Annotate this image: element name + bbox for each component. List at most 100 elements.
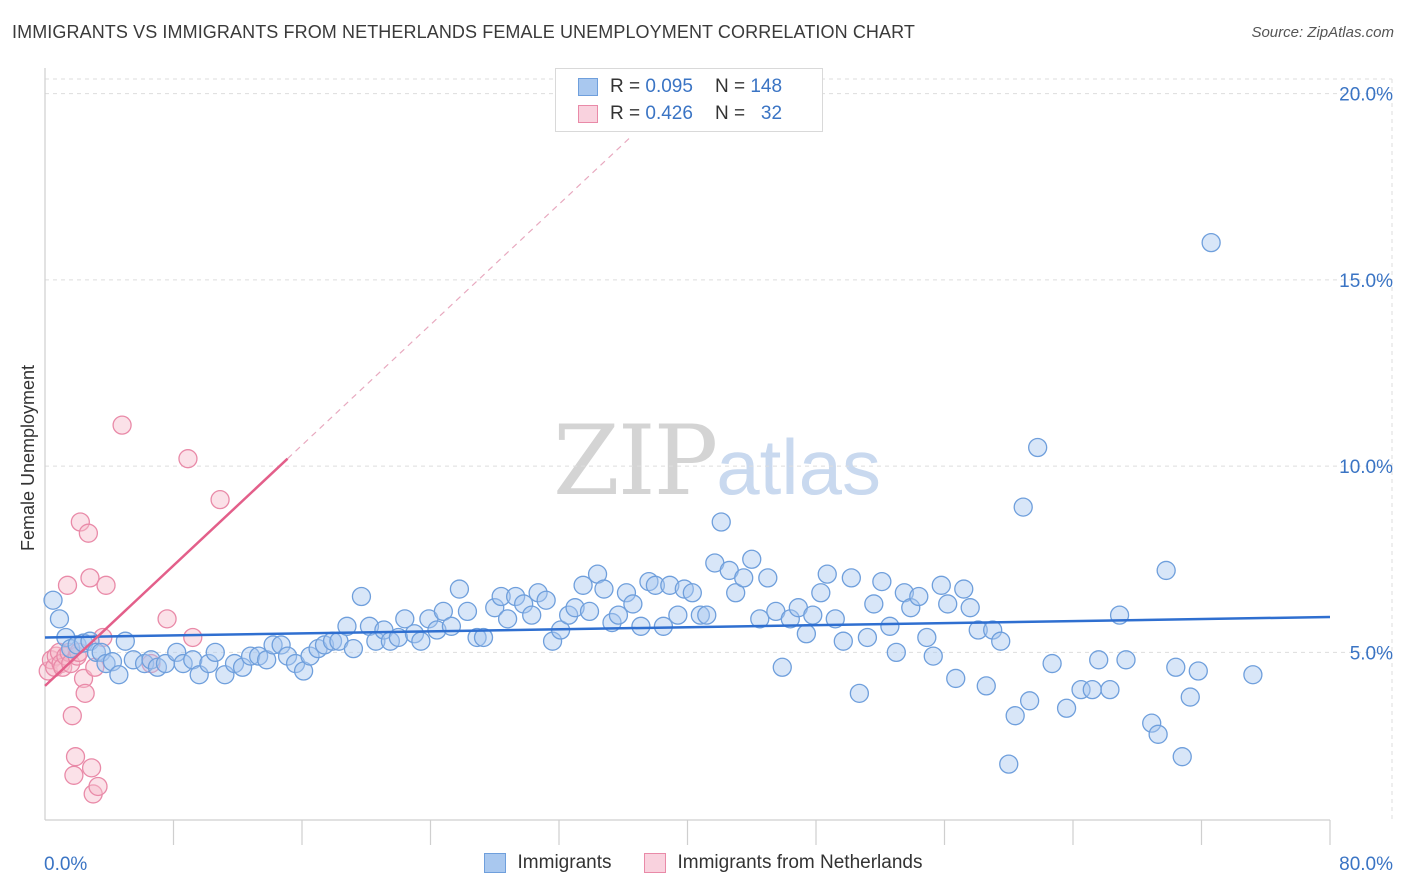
netherlands-point <box>210 489 230 510</box>
y-tick-label: 15.0% <box>1339 271 1393 292</box>
netherlands-trend-extension <box>287 136 632 460</box>
immigrants-point <box>886 642 906 663</box>
immigrants-point <box>946 668 966 689</box>
immigrants-point <box>917 627 937 648</box>
immigrants-point <box>697 605 717 625</box>
immigrants-point <box>411 631 431 651</box>
immigrants-point <box>938 594 958 614</box>
immigrants-point <box>825 609 845 629</box>
immigrants-trend-line <box>44 615 1331 639</box>
legend-r-value: 0.426 <box>645 103 693 124</box>
immigrants-point <box>817 564 837 584</box>
immigrants-point <box>441 616 462 636</box>
immigrants-point <box>277 646 298 666</box>
immigrants-point <box>960 598 980 618</box>
legend-r-label: R = <box>610 76 641 97</box>
immigrants-point <box>849 683 870 703</box>
immigrants-point <box>880 616 900 636</box>
immigrants-point <box>573 575 593 595</box>
immigrants-point <box>467 627 487 648</box>
immigrants-point <box>1056 698 1077 718</box>
netherlands-point <box>157 609 177 629</box>
chart-title: IMMIGRANTS VS IMMIGRANTS FROM NETHERLAND… <box>12 22 915 42</box>
immigrants-point <box>1089 650 1109 670</box>
immigrants-point <box>49 609 70 629</box>
immigrants-point <box>542 631 563 651</box>
immigrants-point <box>558 605 579 625</box>
bottom-legend-swatch-blue <box>483 853 506 873</box>
immigrants-point <box>141 650 161 670</box>
y-axis-label: Female Unemployment <box>18 365 38 551</box>
immigrants-point <box>594 579 614 599</box>
immigrants-point <box>742 549 762 569</box>
legend-r-value: 0.095 <box>645 76 693 97</box>
immigrants-point <box>337 616 357 636</box>
netherlands-point <box>112 415 132 435</box>
legend-swatch-blue <box>578 78 598 96</box>
immigrants-point <box>608 605 629 625</box>
netherlands-point <box>88 776 108 797</box>
immigrants-point <box>1071 679 1091 700</box>
stats-legend: R = 0.095 N = 148 R = 0.426 N = 32 <box>555 68 823 132</box>
netherlands-point <box>70 512 90 532</box>
legend-n-label: N = <box>714 76 746 97</box>
immigrants-point <box>1243 665 1263 685</box>
immigrants-point <box>473 627 494 648</box>
y-tick-label: 5.0% <box>1350 643 1393 664</box>
immigrants-point <box>968 620 988 640</box>
legend-n-label: N = <box>714 103 746 124</box>
immigrants-point <box>668 605 688 625</box>
immigrants-point <box>536 590 556 610</box>
immigrants-point <box>833 631 853 651</box>
immigrants-point <box>1188 661 1208 681</box>
source-credit: Source: ZipAtlas.com <box>1251 24 1394 41</box>
netherlands-point <box>80 568 100 588</box>
immigrants-point <box>645 575 666 595</box>
immigrants-point <box>232 657 253 677</box>
immigrants-point <box>1019 691 1040 711</box>
immigrants-point <box>864 594 884 614</box>
netherlands-point <box>78 523 99 543</box>
immigrants-point <box>505 586 526 607</box>
immigrants-point <box>522 605 542 625</box>
immigrants-point <box>1100 679 1120 700</box>
x-tick-labels: 0.0% 80.0% <box>44 854 1393 875</box>
netherlands-point <box>62 706 82 726</box>
immigrants-point <box>616 583 637 603</box>
immigrants-point <box>1005 706 1025 726</box>
legend-swatch-pink <box>578 105 598 123</box>
trend-lines <box>44 136 1331 687</box>
immigrants-point <box>602 612 622 633</box>
immigrants-point <box>199 653 219 674</box>
series-immigrants-points <box>43 232 1263 774</box>
y-tick-labels: 5.0% 10.0% 15.0% 20.0% <box>1339 85 1393 665</box>
immigrants-point <box>43 590 63 610</box>
axes <box>44 68 1331 845</box>
netherlands-point <box>81 758 102 778</box>
immigrants-point <box>872 571 892 592</box>
immigrants-point <box>857 627 878 648</box>
watermark-atlas: atlas <box>716 423 881 511</box>
immigrants-point <box>1116 650 1136 670</box>
immigrants-point <box>976 676 996 696</box>
immigrants-point <box>772 657 792 677</box>
immigrants-point <box>1156 560 1176 581</box>
series-netherlands-points <box>38 415 230 804</box>
immigrants-point <box>579 601 600 622</box>
netherlands-trend-line <box>44 457 289 687</box>
legend-row-immigrants: R = 0.095 N = 148 <box>578 74 782 100</box>
immigrants-point <box>565 598 585 618</box>
netherlands-point <box>178 449 198 469</box>
immigrants-point <box>395 609 415 629</box>
immigrants-point <box>271 635 291 655</box>
grid <box>45 78 1393 820</box>
x-tick-label: 80.0% <box>1339 854 1393 875</box>
legend-row-netherlands: R = 0.426 N = 32 <box>578 101 782 127</box>
immigrants-point <box>1028 437 1048 458</box>
immigrants-point <box>796 624 817 644</box>
immigrants-point <box>983 620 1003 640</box>
bottom-legend: Immigrants Immigrants from Netherlands <box>0 852 1406 874</box>
immigrants-point <box>734 568 754 588</box>
immigrants-point <box>758 568 778 588</box>
